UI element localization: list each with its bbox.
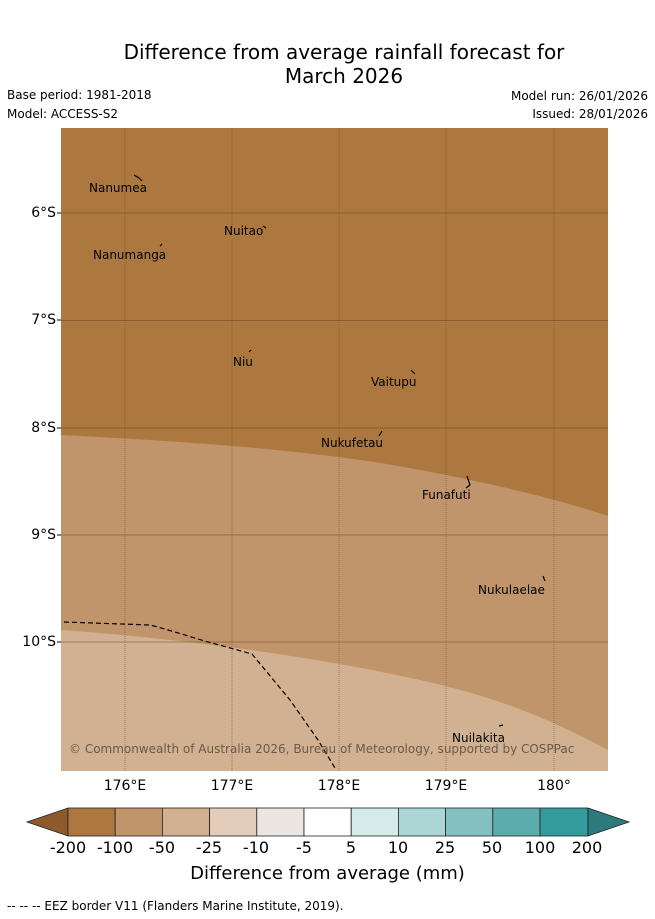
place-label-nukulaelae: Nukulaelae <box>478 583 545 597</box>
island-nanumea <box>133 174 143 182</box>
island-nukulaelae <box>542 575 546 582</box>
lon-label-180: 180° <box>537 778 571 794</box>
lat-label-8s: 8°S <box>31 420 56 436</box>
colorbar-label: 50 <box>481 838 503 857</box>
lat-label-7s: 7°S <box>31 312 56 328</box>
colorbar-label: 100 <box>524 838 556 857</box>
place-label-nanumanga: Nanumanga <box>93 248 167 262</box>
lon-label-177e: 177°E <box>210 778 254 794</box>
eez-border <box>63 621 336 769</box>
island-funafuti <box>465 475 471 489</box>
colorbar-segment-10 <box>492 807 541 837</box>
colorbar-label: 5 <box>345 838 357 857</box>
colorbar-title: Difference from average (mm) <box>190 863 465 884</box>
colorbar-label: -200 <box>49 838 87 857</box>
base-period: Base period: 1981-2018 <box>7 88 152 102</box>
place-label-niu: Niu <box>233 355 253 369</box>
island-nukufetau <box>378 430 383 437</box>
colorbar-segment-4 <box>209 807 258 837</box>
band-minus-25 <box>61 630 608 771</box>
colorbar-label: -100 <box>96 838 134 857</box>
issued-date: Issued: 28/01/2026 <box>532 107 648 121</box>
colorbar-label: 25 <box>434 838 456 857</box>
colorbar-segment-1 <box>67 807 116 837</box>
colorbar-segment-9 <box>445 807 494 837</box>
model-run: Model run: 26/01/2026 <box>510 89 648 103</box>
copyright-notice: © Commonwealth of Australia 2026, Bureau… <box>69 742 575 756</box>
island-nuilakita <box>498 724 504 727</box>
eez-border-note: -- -- -- EEZ border V11 (Flanders Marine… <box>7 899 344 913</box>
colorbar-extend-high <box>587 807 631 837</box>
map-title-line1: Difference from average rainfall forecas… <box>123 40 565 64</box>
colorbar-segment-2 <box>114 807 163 837</box>
colorbar-label: 10 <box>387 838 409 857</box>
place-label-nuitao: Nuitao <box>224 224 264 238</box>
lat-gridlines <box>61 212 608 643</box>
colorbar-segment-5 <box>256 807 305 837</box>
colorbar-label: -25 <box>195 838 223 857</box>
axis-ticks <box>57 212 61 643</box>
island-niu <box>248 349 252 353</box>
colorbar-extend-low <box>25 807 69 837</box>
place-label-nanumea: Nanumea <box>89 181 147 195</box>
colorbar-segment-8 <box>397 807 446 837</box>
island-outlines <box>133 174 546 727</box>
colorbar-segment-11 <box>539 807 589 837</box>
place-label-nuilakita: Nuilakita <box>452 731 505 745</box>
colorbar-label: -50 <box>148 838 176 857</box>
map-title-line2: March 2026 <box>284 64 404 88</box>
colorbar-label: 200 <box>571 838 603 857</box>
colorbar-segment-3 <box>161 807 210 837</box>
place-label-vaitupu: Vaitupu <box>371 375 417 389</box>
island-nanumanga <box>159 243 163 247</box>
colorbar-label: -10 <box>242 838 270 857</box>
colorbar-label: -5 <box>296 838 312 857</box>
model-name: Model: ACCESS-S2 <box>7 107 119 121</box>
lon-label-178e: 178°E <box>317 778 361 794</box>
colorbar-segment-6 <box>303 807 352 837</box>
place-label-nukufetau: Nukufetau <box>321 436 384 450</box>
lon-label-176e: 176°E <box>103 778 147 794</box>
lat-label-6s: 6°S <box>31 205 56 221</box>
lat-label-10s: 10°S <box>22 634 56 650</box>
map-title: Difference from average rainfall forecas… <box>0 40 655 88</box>
lat-label-9s: 9°S <box>31 527 56 543</box>
island-vaitupu <box>410 369 416 375</box>
lon-label-179e: 179°E <box>424 778 468 794</box>
island-nuitao <box>262 225 267 229</box>
colorbar-segment-7 <box>350 807 399 837</box>
place-label-funafuti: Funafuti <box>422 488 471 502</box>
